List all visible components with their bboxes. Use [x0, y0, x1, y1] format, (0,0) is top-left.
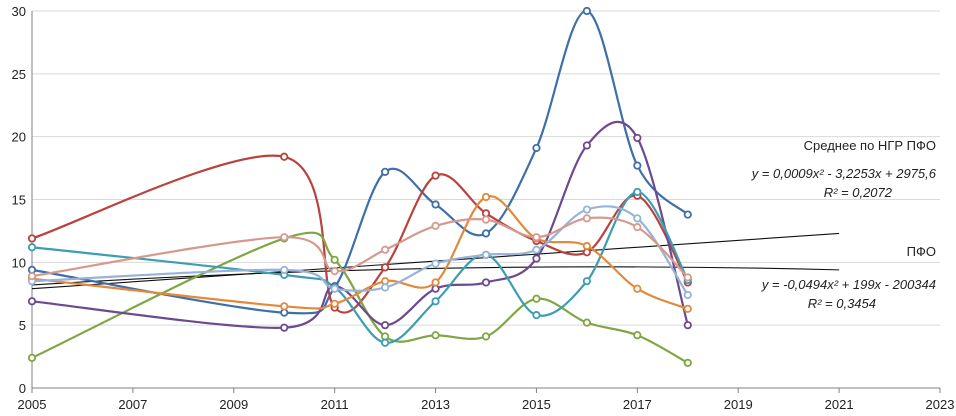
series-5-point [381, 338, 390, 347]
y-tick-label: 25 [12, 67, 26, 82]
series-8-point [381, 245, 390, 254]
series-5-point [582, 277, 591, 286]
series-4-point [582, 141, 591, 150]
series-8-point [532, 233, 541, 242]
series-3-point [330, 255, 339, 264]
series-7-point [582, 205, 591, 214]
series-2-point [280, 152, 289, 161]
series-6-point [330, 299, 339, 308]
x-tick-label: 2015 [522, 397, 551, 412]
series-3-point [683, 358, 692, 367]
y-tick-label: 0 [19, 381, 26, 396]
series-4-point [532, 254, 541, 263]
series-7-point [481, 250, 491, 259]
x-tick-label: 2009 [219, 397, 248, 412]
x-tick-label: 2021 [825, 397, 854, 412]
series-5-point [532, 311, 541, 320]
series-4-point [381, 321, 390, 330]
series-3-point [532, 294, 541, 303]
x-tick-label: 2007 [118, 397, 147, 412]
annotation-mean-label: Среднее по НГР ПФО [804, 138, 936, 153]
y-tick-label: 30 [12, 4, 26, 19]
series-8-point [633, 223, 642, 232]
series-8-point [481, 215, 491, 224]
series-2-point [27, 234, 37, 243]
x-tick-label: 2013 [421, 397, 450, 412]
series-2-point [431, 171, 440, 180]
series-1-point [381, 167, 390, 176]
series-1-point [633, 161, 642, 170]
series-4-point [27, 297, 37, 306]
series-3-point [27, 353, 37, 362]
axes [31, 11, 941, 393]
series-7-point [330, 284, 339, 293]
x-tick-label: 2011 [321, 397, 349, 412]
x-tick-label: 2005 [18, 397, 47, 412]
series-1-point [431, 200, 440, 209]
series-line-1 [31, 9, 689, 315]
series-3-point [582, 318, 591, 327]
series-8-point [280, 233, 289, 242]
series-5-point [431, 297, 440, 306]
y-tick-label: 5 [19, 318, 26, 333]
series-5-point [633, 187, 642, 197]
series-7-point [381, 283, 390, 292]
series-6-point [582, 241, 591, 251]
series-7-point [532, 245, 541, 254]
series-1-point [532, 143, 541, 153]
annotation-pfo-label: ПФО [907, 244, 936, 259]
data-series [27, 6, 692, 367]
series-6-point [683, 304, 692, 313]
series-4-point [683, 321, 692, 330]
series-5-point [27, 243, 37, 252]
series-6-point [633, 284, 642, 293]
annotation-equation-pfo: y = -0,0494x² + 199x - 200344 [761, 277, 936, 292]
annotation-r2-pfo: R² = 0,3454 [808, 296, 876, 311]
trendline-2 [31, 266, 840, 286]
series-7-point [431, 259, 440, 268]
series-2-point [381, 263, 390, 272]
x-tick-label: 2017 [623, 397, 652, 412]
series-3-point [431, 331, 440, 340]
series-8-point [27, 272, 37, 281]
series-7-point [280, 265, 289, 274]
series-1-point [683, 210, 692, 219]
series-3-point [633, 331, 642, 340]
y-tick-label: 15 [12, 193, 26, 208]
series-1-point [481, 229, 491, 238]
series-4-point [481, 278, 491, 287]
series-8-point [431, 221, 440, 230]
series-8-point [582, 214, 591, 223]
tick-labels: 0 5 10 15 20 25 30 2005 2007 2009 2011 2013 2015 2017… [12, 4, 955, 412]
series-6-point [280, 302, 289, 311]
annotation-r2-mean: R² = 0,2072 [824, 185, 893, 200]
x-tick-label: 2023 [926, 397, 955, 412]
series-8-point [683, 273, 692, 282]
series-1-point [582, 6, 591, 16]
series-7-point [633, 214, 642, 223]
y-tick-label: 10 [12, 255, 26, 270]
series-6-point [431, 278, 440, 287]
series-8-point [330, 267, 339, 276]
series-3-point [481, 332, 491, 341]
series-7-point [683, 290, 692, 300]
x-tick-label: 2019 [724, 397, 753, 412]
series-6-point [481, 192, 491, 202]
series-4-point [280, 323, 289, 332]
y-tick-label: 20 [12, 130, 26, 145]
annotation-equation-mean: y = 0,0009x² - 3,2253x + 2975,6 [751, 166, 937, 181]
series-4-point [633, 133, 642, 143]
